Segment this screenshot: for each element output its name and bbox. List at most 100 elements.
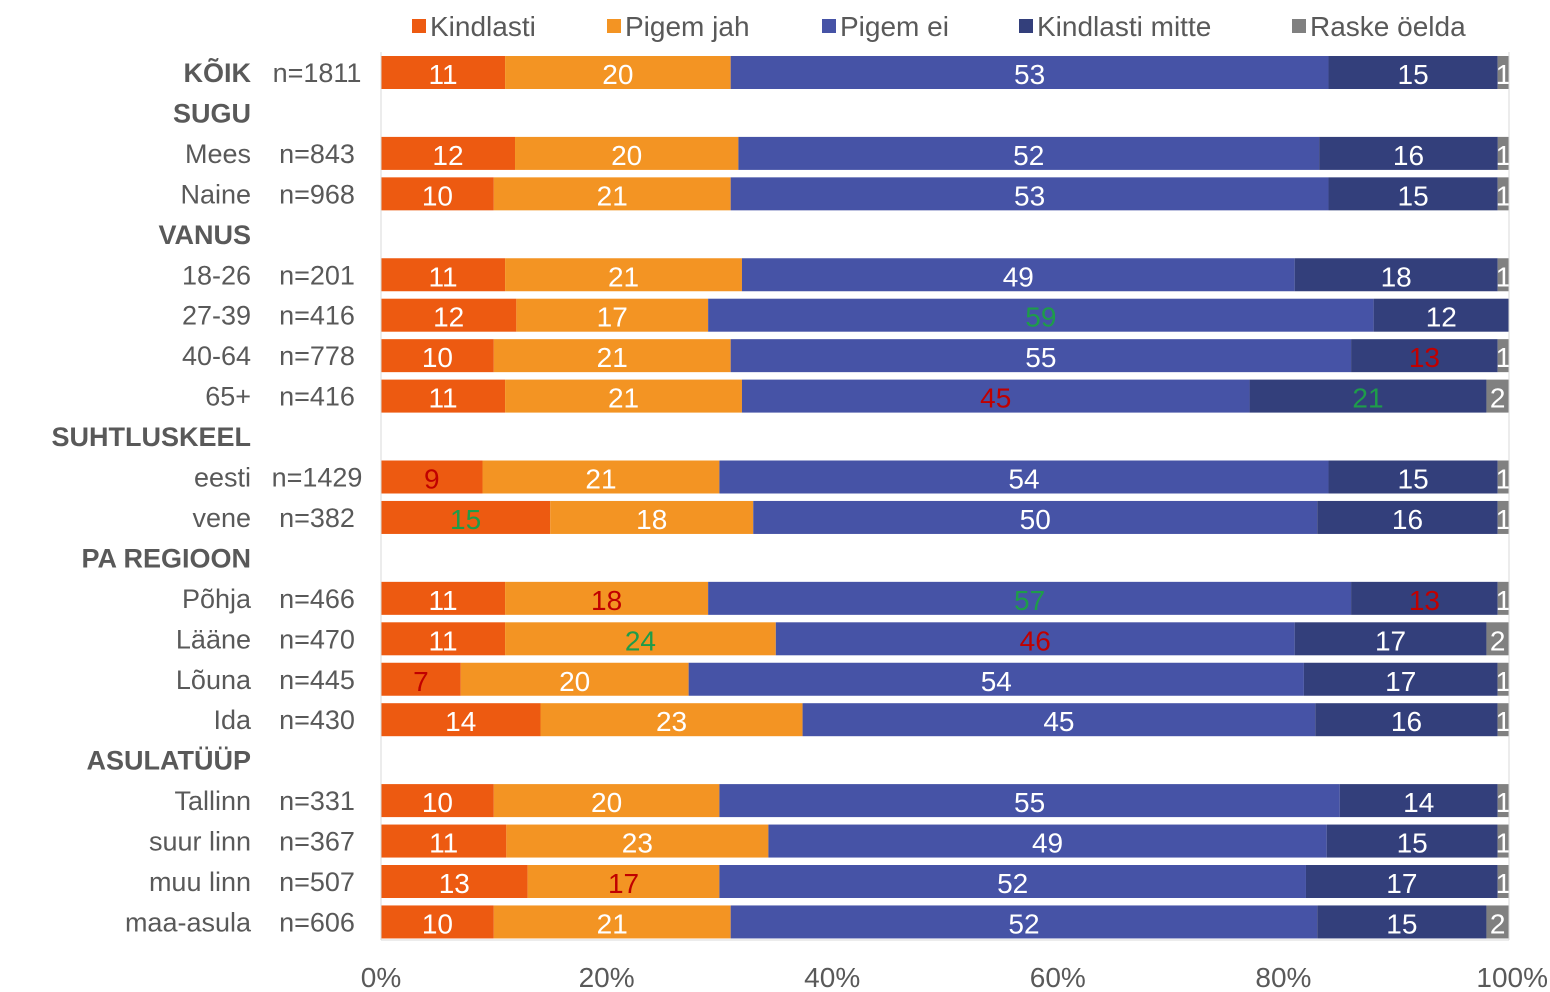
row-sample-size: n=367 — [279, 827, 355, 857]
row-sample-size: n=416 — [279, 301, 355, 331]
bar-segment — [730, 56, 1329, 89]
data-label: 55 — [1014, 787, 1045, 818]
data-label: 21 — [608, 261, 639, 292]
data-label: 16 — [1392, 504, 1423, 535]
bar-segment — [516, 298, 709, 332]
row-category-label: Lõuna — [176, 665, 252, 695]
data-label: 10 — [422, 908, 453, 939]
legend-swatch-2 — [822, 19, 836, 33]
bar-segment — [1497, 460, 1509, 494]
legend-label-1: Pigem jah — [625, 11, 750, 42]
data-label: 54 — [981, 666, 1012, 697]
row-category-label: eesti — [194, 463, 251, 493]
bar-segment — [1497, 703, 1509, 737]
data-label: 13 — [439, 868, 470, 899]
data-label: 23 — [656, 706, 687, 737]
group-heading: PA REGIOON — [81, 543, 251, 573]
data-label: 52 — [997, 868, 1028, 899]
row-category-label: 18-26 — [182, 260, 251, 290]
bar-segment — [708, 298, 1374, 332]
x-axis: 0% 20% 40% 60% 80% 100% — [361, 52, 1548, 992]
bar-segment — [1486, 622, 1509, 656]
bar-segment — [1317, 500, 1498, 534]
row-sample-size: n=1429 — [272, 463, 363, 493]
data-label: 1 — [1496, 585, 1512, 616]
bar-segment — [381, 865, 528, 898]
data-label: 20 — [559, 666, 590, 697]
data-label: 13 — [1409, 585, 1440, 616]
row-labels: KÕIK n=1811 SUGU Mees n=843 Naine n=968 VANUS 18… — [51, 57, 362, 937]
bar-segment — [493, 177, 731, 211]
bar-segment — [381, 298, 517, 332]
row-sample-size: n=331 — [279, 786, 355, 816]
data-label: 53 — [1014, 59, 1045, 90]
x-tick-label: 0% — [361, 962, 401, 992]
data-label: 16 — [1391, 706, 1422, 737]
bar-segment — [505, 581, 709, 615]
row-category-label: Mees — [185, 139, 251, 169]
x-tick-label: 100% — [1476, 962, 1548, 992]
bar-segment — [515, 136, 739, 170]
bar-segment — [719, 784, 1340, 818]
data-label: 18 — [636, 504, 667, 535]
bar-segment — [802, 703, 1316, 737]
legend-swatch-3 — [1019, 19, 1033, 33]
data-label: 12 — [432, 140, 463, 171]
data-label: 14 — [445, 706, 476, 737]
data-label: 21 — [1352, 383, 1383, 414]
data-label: 57 — [1014, 585, 1045, 616]
legend-swatch-4 — [1292, 19, 1306, 33]
bar-segment — [1328, 56, 1498, 89]
bar-segment — [381, 177, 494, 211]
bar-segment — [381, 258, 506, 292]
data-label: 55 — [1025, 342, 1056, 373]
bar-segment — [1497, 258, 1509, 292]
bar-segment — [1486, 905, 1509, 939]
bar-segment — [1328, 460, 1498, 494]
data-label: 1 — [1496, 828, 1512, 859]
data-label: 1 — [1496, 787, 1512, 818]
bar-segment — [1351, 581, 1498, 615]
bar-segment — [1317, 905, 1487, 939]
row-sample-size: n=445 — [279, 665, 355, 695]
data-label: 12 — [1426, 302, 1457, 333]
row-category-label: 65+ — [205, 382, 251, 412]
bar-segment — [381, 581, 506, 615]
bar-segment — [381, 460, 483, 494]
bar-segment — [730, 339, 1352, 373]
bar-segment — [381, 339, 494, 373]
data-label: 17 — [1385, 666, 1416, 697]
bar-segment — [381, 662, 461, 696]
x-tick-label: 60% — [1030, 962, 1086, 992]
data-label: 2 — [1490, 908, 1506, 939]
data-label: 11 — [429, 828, 458, 859]
data-label: 1 — [1496, 342, 1512, 373]
group-heading: ASULATÜÜP — [87, 746, 252, 776]
bar-segment — [493, 905, 731, 939]
data-label: 17 — [1386, 868, 1417, 899]
bar-segment — [1497, 136, 1509, 170]
data-label: 49 — [1032, 828, 1063, 859]
data-label: 7 — [413, 666, 429, 697]
data-label: 20 — [591, 787, 622, 818]
plot-area: 11 20 53 15 112 20 52 16 110 21 53 15 111 21 49 18 112 17… — [381, 56, 1511, 939]
bar-segment — [505, 379, 742, 413]
bar-segment — [493, 784, 720, 818]
legend-label-2: Pigem ei — [840, 11, 949, 42]
bar-segment — [1497, 581, 1509, 615]
data-label: 14 — [1403, 787, 1434, 818]
row-sample-size: n=466 — [279, 584, 355, 614]
row-sample-size: n=430 — [279, 705, 355, 735]
data-label: 50 — [1020, 504, 1051, 535]
data-label: 1 — [1496, 464, 1512, 495]
bar-segment — [1326, 824, 1498, 858]
bar-segment — [381, 136, 516, 170]
data-label: 21 — [597, 908, 628, 939]
data-label: 11 — [429, 625, 458, 656]
bar-segment — [1497, 824, 1509, 858]
bar-segment — [482, 460, 720, 494]
data-label: 1 — [1496, 59, 1512, 90]
data-label: 16 — [1393, 140, 1424, 171]
bar-segment — [719, 460, 1329, 494]
data-label: 18 — [1381, 261, 1412, 292]
